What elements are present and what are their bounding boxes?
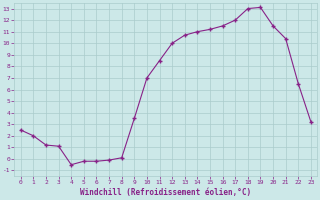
X-axis label: Windchill (Refroidissement éolien,°C): Windchill (Refroidissement éolien,°C) xyxy=(80,188,252,197)
